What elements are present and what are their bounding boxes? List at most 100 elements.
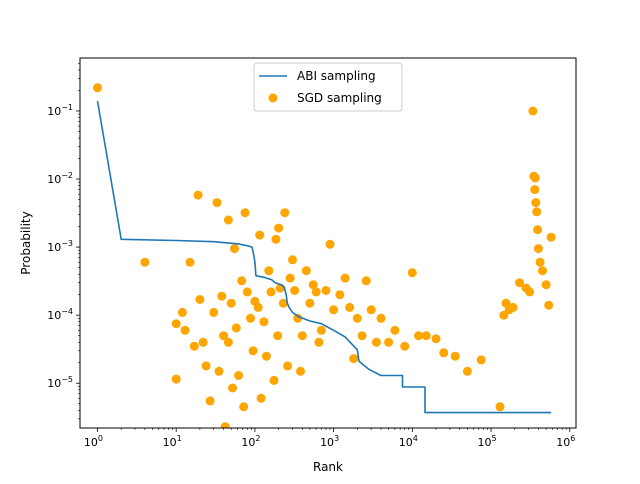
sgd-point <box>237 276 247 286</box>
sgd-point <box>288 255 297 265</box>
sgd-point <box>325 239 335 249</box>
x-axis-ticks: 100 101 102 103 104 105 106 <box>84 428 575 449</box>
y-tick-label: 10−2 <box>47 171 73 186</box>
sgd-point <box>217 291 227 301</box>
sgd-point <box>231 323 241 333</box>
sgd-point <box>180 325 190 335</box>
sgd-point <box>329 305 339 315</box>
sgd-point <box>246 313 255 323</box>
sgd-point <box>223 215 233 225</box>
sgd-point <box>314 337 324 347</box>
x-axis-label: Rank <box>313 460 343 474</box>
x-tick-label: 102 <box>241 434 260 449</box>
sgd-point <box>205 396 215 406</box>
sgd-point <box>357 331 367 341</box>
sgd-point <box>400 341 410 351</box>
x-tick-label: 100 <box>84 434 103 449</box>
sgd-point <box>335 290 345 300</box>
sgd-point <box>533 244 543 254</box>
sgd-point <box>219 331 229 341</box>
sgd-point <box>269 375 279 385</box>
sgd-point <box>220 422 230 428</box>
y-tick-label: 10−3 <box>47 239 73 254</box>
sgd-point <box>361 276 371 286</box>
sgd-point <box>462 366 472 376</box>
sgd-point <box>538 266 547 276</box>
x-tick-label: 101 <box>163 434 182 449</box>
x-tick-label: 104 <box>399 434 418 449</box>
sgd-point <box>198 337 208 347</box>
sgd-point <box>340 273 350 283</box>
y-axis-label: Probability <box>19 211 33 274</box>
sgd-point <box>274 223 284 233</box>
sgd-point <box>352 313 362 323</box>
sgd-point <box>93 83 102 93</box>
sgd-point <box>290 286 300 295</box>
sgd-point <box>311 287 321 297</box>
sgd-point <box>305 298 315 308</box>
sgd-point <box>296 366 305 376</box>
sgd-point <box>321 286 331 295</box>
sgd-point <box>421 331 431 341</box>
sgd-point <box>285 273 295 283</box>
sgd-point <box>248 346 258 356</box>
sgd-point <box>264 266 274 276</box>
sgd-point <box>223 337 233 347</box>
sgd-point <box>293 313 303 323</box>
x-tick-label: 103 <box>320 434 339 449</box>
sgd-point <box>201 361 211 371</box>
legend-abi-label: ABI sampling <box>297 69 376 83</box>
sgd-point <box>226 298 236 308</box>
sgd-point <box>278 298 288 308</box>
sgd-point <box>349 354 359 364</box>
sgd-point <box>212 198 222 208</box>
sgd-point <box>301 266 311 276</box>
sgd-point <box>242 287 252 297</box>
sgd-point <box>390 325 400 335</box>
sgd-point <box>535 257 545 267</box>
x-tick-label: 106 <box>556 434 575 449</box>
y-axis-ticks: 10−5 10−4 10−3 10−2 10−1 <box>47 63 80 420</box>
sgd-point <box>384 337 394 347</box>
sgd-point <box>271 234 281 244</box>
legend: ABI sampling SGD sampling <box>253 62 403 112</box>
sgd-point <box>414 331 424 341</box>
sgd-point <box>261 351 271 361</box>
sgd-point <box>439 348 449 358</box>
legend-frame <box>253 62 403 112</box>
sgd-point <box>533 225 543 235</box>
sgd-point <box>140 257 150 267</box>
y-tick-label: 10−5 <box>47 375 73 390</box>
sgd-point <box>253 302 263 312</box>
legend-sgd-label: SGD sampling <box>297 91 382 105</box>
sgd-scatter-layer <box>93 83 556 428</box>
sgd-point <box>193 190 203 200</box>
sgd-point <box>259 317 269 327</box>
sgd-point <box>508 302 518 312</box>
sgd-point <box>256 393 266 403</box>
sgd-point <box>214 366 224 376</box>
sgd-point <box>376 313 386 323</box>
sgd-point <box>171 374 181 384</box>
sgd-point <box>189 341 199 351</box>
y-tick-label: 10−4 <box>47 307 73 322</box>
sgd-point <box>525 287 535 297</box>
x-tick-label: 105 <box>478 434 497 449</box>
sgd-point <box>280 208 290 218</box>
sgd-point <box>255 230 265 240</box>
sgd-point <box>531 198 541 208</box>
sgd-point <box>273 331 283 341</box>
sgd-point <box>366 305 376 315</box>
sgd-point <box>515 278 524 288</box>
sgd-point <box>544 300 554 310</box>
abi-line-layer <box>96 100 552 414</box>
sgd-point <box>308 280 318 290</box>
sgd-point <box>532 207 542 217</box>
sgd-point <box>297 331 307 341</box>
sgd-point <box>431 334 441 344</box>
sgd-point <box>450 351 460 361</box>
sgd-point <box>185 257 195 267</box>
sgd-point <box>230 244 239 254</box>
